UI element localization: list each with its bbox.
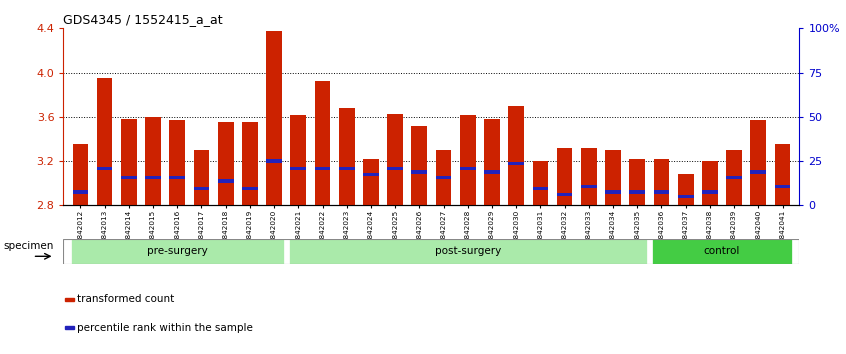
Text: percentile rank within the sample: percentile rank within the sample <box>78 322 253 332</box>
Bar <box>532 187 548 190</box>
Bar <box>71 239 283 264</box>
Bar <box>532 161 548 205</box>
Bar <box>750 120 766 205</box>
Bar <box>315 167 331 171</box>
Bar <box>266 159 282 163</box>
Bar <box>363 173 379 176</box>
Bar <box>436 176 452 179</box>
Bar <box>121 176 137 179</box>
Bar <box>460 167 475 171</box>
Bar <box>65 297 74 301</box>
Bar <box>387 114 403 205</box>
Bar <box>605 190 621 194</box>
Bar <box>242 187 258 190</box>
Bar <box>290 167 306 171</box>
Bar <box>581 185 596 188</box>
Bar <box>411 126 427 205</box>
Bar <box>557 193 573 196</box>
Bar <box>678 195 694 198</box>
Bar <box>508 106 524 205</box>
Bar <box>217 179 233 183</box>
Bar <box>73 144 88 205</box>
Text: transformed count: transformed count <box>78 294 174 304</box>
Bar <box>651 239 792 264</box>
Bar <box>654 159 669 205</box>
Text: control: control <box>704 246 740 256</box>
Bar <box>339 167 354 171</box>
Bar <box>460 115 475 205</box>
Text: post-surgery: post-surgery <box>435 246 501 256</box>
Text: specimen: specimen <box>3 241 53 251</box>
Text: pre-surgery: pre-surgery <box>147 246 207 256</box>
Bar <box>290 115 306 205</box>
Bar <box>194 187 209 190</box>
Bar <box>146 176 161 179</box>
Bar <box>411 171 427 174</box>
Bar <box>654 190 669 194</box>
Bar <box>96 78 113 205</box>
Bar <box>194 150 209 205</box>
Bar <box>266 30 282 205</box>
Bar <box>775 185 790 188</box>
Bar <box>702 190 717 194</box>
Bar <box>750 171 766 174</box>
Bar <box>169 176 185 179</box>
Bar <box>726 150 742 205</box>
Bar <box>557 148 573 205</box>
Bar <box>508 162 524 165</box>
Bar <box>65 326 74 329</box>
Bar <box>629 190 645 194</box>
Bar <box>73 190 88 194</box>
Text: GDS4345 / 1552415_a_at: GDS4345 / 1552415_a_at <box>63 13 223 26</box>
Bar <box>678 174 694 205</box>
Bar <box>702 161 717 205</box>
Bar <box>339 108 354 205</box>
Bar <box>242 122 258 205</box>
Bar <box>169 120 185 205</box>
Bar <box>775 144 790 205</box>
Bar <box>363 159 379 205</box>
Bar <box>315 81 331 205</box>
Bar <box>605 150 621 205</box>
Bar <box>288 239 647 264</box>
Bar <box>484 171 500 174</box>
Bar <box>629 159 645 205</box>
Bar <box>484 119 500 205</box>
Bar <box>96 167 113 171</box>
Bar <box>581 148 596 205</box>
Bar <box>726 176 742 179</box>
Bar <box>217 122 233 205</box>
Bar <box>121 119 137 205</box>
Bar <box>146 117 161 205</box>
Bar <box>387 167 403 171</box>
Bar <box>436 150 452 205</box>
